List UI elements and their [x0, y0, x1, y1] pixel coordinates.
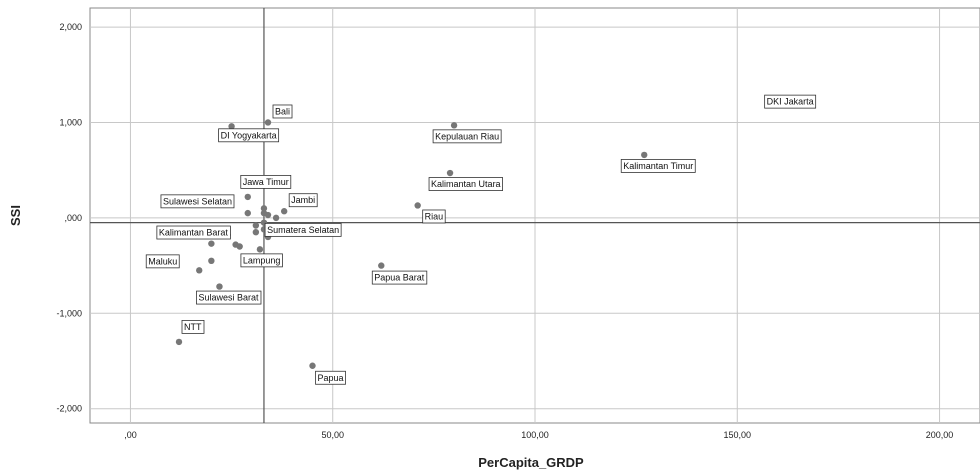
point-label-text: Jambi	[291, 195, 315, 205]
point-label-box	[196, 290, 262, 305]
data-point	[264, 119, 272, 126]
point-label: Bali	[272, 104, 293, 119]
point-label: Jawa Timur	[240, 174, 292, 189]
point-label-box	[264, 222, 342, 237]
point-label-text: Bali	[275, 106, 290, 116]
x-axis-title: PerCapita_GRDP	[478, 455, 584, 470]
point-label: Papua Barat	[371, 270, 428, 285]
point-label-box	[422, 209, 446, 224]
point-label-box	[371, 270, 428, 285]
point-label: Riau	[422, 209, 446, 224]
point-label-text: Sumatera Selatan	[267, 225, 339, 235]
point-label-box	[181, 320, 205, 334]
point-label-box	[240, 253, 283, 268]
data-point	[256, 246, 264, 253]
point-label-text: Maluku	[148, 256, 177, 266]
point-label: Kalimantan Barat	[156, 225, 231, 240]
point-label-box	[288, 193, 318, 208]
data-point	[414, 202, 421, 209]
point-label-text: Sulawesi Barat	[198, 293, 259, 303]
data-point	[272, 214, 280, 222]
data-point	[216, 283, 223, 290]
point-label-text: Lampung	[243, 255, 281, 265]
data-point	[236, 243, 243, 250]
point-label-text: Kalimantan Utara	[431, 179, 501, 189]
point-label-box	[764, 94, 817, 109]
data-point	[196, 267, 203, 274]
x-tick-label: 50,00	[321, 430, 344, 440]
point-labels: DKI Jakarta Kalimantan Timur Kepulauan Ria…	[145, 94, 817, 385]
data-point	[228, 123, 235, 130]
data-point	[208, 257, 215, 265]
point-label-text: Jawa Timur	[243, 177, 289, 187]
data-point	[309, 362, 316, 369]
point-label-box	[160, 194, 235, 209]
point-label-text: Kalimantan Timur	[623, 161, 693, 171]
data-point	[260, 205, 268, 212]
point-label-box	[620, 159, 696, 173]
data-point	[446, 169, 454, 177]
point-label-box	[272, 104, 293, 119]
point-label: Sumatera Selatan	[264, 222, 342, 237]
point-label-text: DKI Jakarta	[767, 97, 814, 107]
point-label-text: DI Yogyakarta	[221, 130, 277, 140]
point-label: Kepulauan Riau	[432, 129, 502, 144]
point-label: Kalimantan Utara	[428, 177, 503, 191]
x-tick-label: ,00	[124, 430, 137, 440]
point-label-box	[432, 129, 502, 144]
y-tick-label: -2,000	[56, 404, 82, 414]
grid-lines	[90, 8, 980, 423]
data-point	[264, 211, 272, 219]
data-point	[175, 338, 183, 346]
data-point	[208, 240, 215, 247]
x-tick-label: 150,00	[724, 430, 752, 440]
point-label: Jambi	[288, 193, 318, 208]
data-point	[641, 151, 648, 159]
point-label-text: Sulawesi Selatan	[163, 196, 232, 206]
point-label: Kalimantan Timur	[620, 159, 696, 173]
point-label-text: NTT	[184, 322, 202, 332]
point-label-text: Kalimantan Barat	[159, 228, 229, 238]
data-points	[175, 95, 773, 369]
tick-labels: ,00 50,00 100,00 150,00 200,00 2,000 1,000 ,000…	[56, 22, 953, 440]
point-label-text: Papua Barat	[374, 273, 425, 283]
point-label-box	[428, 177, 503, 191]
data-point	[450, 122, 458, 129]
data-point	[252, 222, 260, 229]
data-point	[244, 209, 251, 217]
point-label-text: Papua	[318, 373, 344, 383]
point-label: Maluku	[145, 254, 180, 269]
data-point	[252, 228, 260, 236]
x-tick-label: 200,00	[926, 430, 954, 440]
point-label-box	[156, 225, 231, 240]
point-label: DKI Jakarta	[764, 94, 817, 109]
point-label: DI Yogyakarta	[218, 128, 280, 143]
y-tick-label: 1,000	[59, 117, 82, 127]
point-label-box	[145, 254, 180, 269]
point-label-box	[218, 128, 280, 143]
point-label: Sulawesi Selatan	[160, 194, 235, 209]
y-tick-label: ,000	[64, 213, 82, 223]
point-label-text: Riau	[425, 211, 444, 221]
y-tick-label: -1,000	[56, 308, 82, 318]
y-axis-title: SSI	[8, 205, 23, 226]
point-label: Papua	[315, 370, 346, 385]
data-point	[378, 262, 385, 269]
x-tick-label: 100,00	[521, 430, 549, 440]
point-label: Lampung	[240, 253, 283, 268]
data-point	[244, 193, 251, 201]
point-label-text: Kepulauan Riau	[435, 131, 499, 141]
point-label: Sulawesi Barat	[196, 290, 262, 305]
point-label: NTT	[181, 320, 205, 334]
data-point	[280, 208, 288, 215]
point-label-box	[315, 370, 346, 385]
y-tick-label: 2,000	[59, 22, 82, 32]
point-label-box	[240, 174, 292, 189]
